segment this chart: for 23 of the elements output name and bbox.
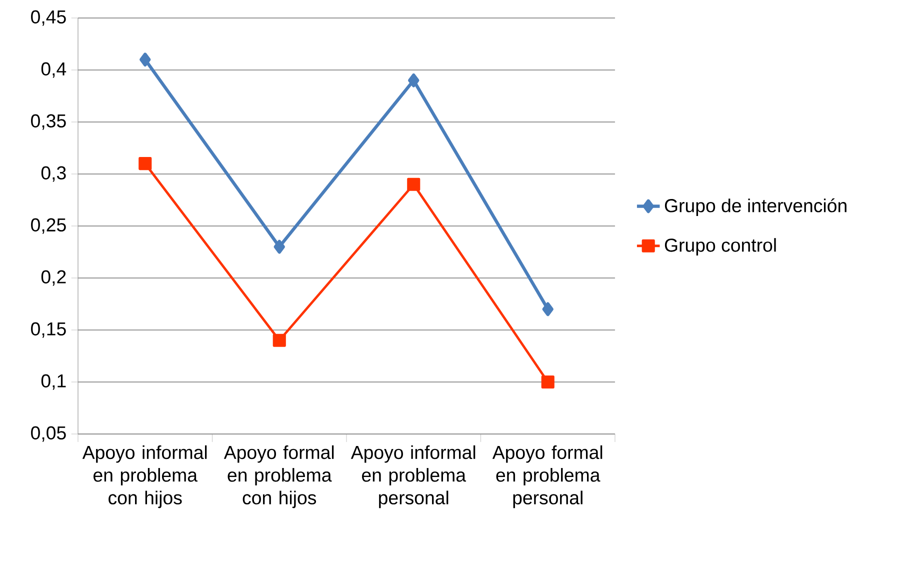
point	[407, 178, 420, 191]
y-tick-label: 0,2	[41, 270, 66, 286]
y-tick-label: 0,45	[31, 10, 66, 26]
y-tick-label: 0,15	[31, 322, 66, 338]
y-tick-label: 0,25	[31, 218, 66, 234]
y-tick-label: 0,3	[41, 166, 66, 182]
point	[138, 157, 152, 170]
y-tick-label: 0,35	[31, 114, 66, 130]
x-tick-label: Apoyo informal en problema con hijos	[82, 445, 207, 508]
legend-label: Grupo de intervención	[664, 198, 846, 216]
point	[542, 302, 554, 316]
y-tick-label: 0,1	[41, 374, 66, 390]
legend-label: Grupo control	[664, 238, 776, 256]
x-tick-label: Apoyo formal en problema personal	[492, 445, 602, 508]
x-tick-label: Apoyo formal en problema con hijos	[224, 445, 334, 508]
point	[541, 375, 554, 389]
point	[274, 240, 285, 254]
point	[408, 73, 420, 88]
point	[140, 52, 151, 67]
x-tick-label: Apoyo informal en problema personal	[350, 445, 476, 508]
y-tick-label: 0,4	[41, 62, 66, 78]
point	[272, 334, 286, 347]
y-tick-label: 0,05	[31, 426, 66, 442]
